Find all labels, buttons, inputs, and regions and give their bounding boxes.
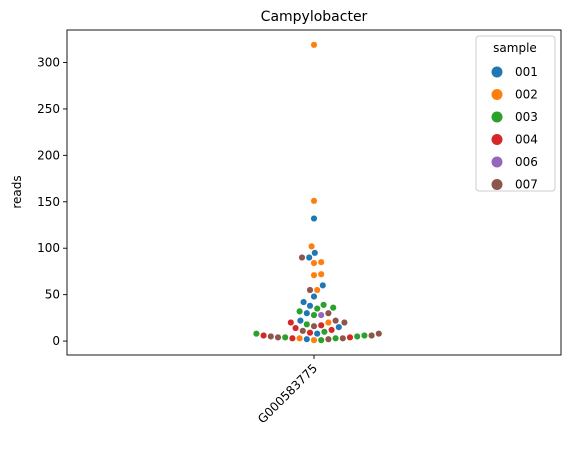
data-point-003 [320,328,328,336]
data-point-004 [317,321,325,329]
data-point-003 [332,334,340,342]
data-point-001 [335,323,343,331]
data-point-004 [288,334,296,342]
data-point-001 [296,317,304,325]
data-point-003 [313,305,321,313]
y-tick-label: 300 [37,56,60,70]
data-point-002 [317,270,325,278]
data-point-006 [317,311,325,319]
data-point-001 [306,302,314,310]
data-point-001 [313,330,321,338]
data-point-007 [310,322,318,330]
plot-area [252,41,383,344]
data-point-007 [267,332,275,340]
y-tick-label: 100 [37,241,60,255]
legend-label-006: 006 [515,155,538,169]
data-point-001 [303,309,311,317]
x-tick-label: G000583775 [255,361,320,426]
legend-marker-002 [491,89,503,100]
data-point-007 [298,253,306,262]
legend-label-003: 003 [515,110,538,124]
chart-title: Campylobacter [261,9,368,25]
data-point-002 [310,259,318,267]
legend-marker-006 [491,156,503,168]
data-point-002 [324,318,332,327]
data-point-007 [324,309,332,317]
data-point-002 [317,258,325,266]
data-point-007 [306,286,314,294]
legend-title: sample [493,41,537,55]
data-point-002 [313,286,321,294]
legend-marker-004 [491,134,503,145]
data-point-003 [320,301,328,309]
data-point-003 [353,332,361,340]
data-point-007 [299,327,307,335]
data-point-001 [310,214,318,223]
data-point-007 [339,334,347,342]
y-tick-label: 150 [37,195,60,209]
data-point-004 [346,333,354,341]
legend-marker-003 [491,111,503,123]
data-point-003 [281,333,289,341]
data-point-007 [332,317,340,325]
data-point-001 [303,335,311,343]
data-point-003 [252,330,260,338]
data-point-001 [300,298,308,306]
data-point-004 [306,329,314,337]
legend: sample 001 002 003 004 006 007 [475,35,556,192]
y-tick-label: 50 [45,288,60,302]
legend-label-002: 002 [515,88,538,102]
data-point-003 [296,307,304,315]
data-point-001 [310,292,318,301]
y-axis: 0 50 100 150 200 250 300 [37,56,67,348]
data-point-003 [317,336,325,344]
data-point-003 [303,320,311,328]
data-point-001 [311,249,319,257]
legend-marker-007 [491,179,503,190]
data-point-003 [310,311,318,319]
x-axis: G000583775 [255,355,320,426]
y-tick-label: 0 [52,334,60,348]
data-point-003 [360,331,368,340]
data-point-007 [324,335,332,343]
data-point-002 [310,271,318,279]
data-point-002 [310,197,318,205]
data-point-002 [310,336,318,344]
data-point-001 [319,281,327,289]
data-point-004 [328,326,336,334]
data-point-004 [287,318,295,327]
data-point-002 [296,334,304,342]
data-point-007 [368,331,376,340]
data-point-003 [329,304,337,312]
data-point-007 [274,333,282,341]
data-point-002 [308,242,316,250]
data-point-001 [305,253,313,262]
y-axis-label: reads [10,175,24,208]
legend-label-004: 004 [515,133,538,147]
legend-label-007: 007 [515,178,538,192]
data-point-007 [340,318,348,327]
data-point-007 [375,330,383,338]
data-point-004 [260,331,268,340]
legend-label-001: 001 [515,65,538,79]
y-tick-label: 200 [37,148,60,162]
y-tick-label: 250 [37,102,60,116]
data-point-004 [292,324,300,332]
data-point-002 [310,41,318,49]
legend-marker-001 [491,66,503,78]
